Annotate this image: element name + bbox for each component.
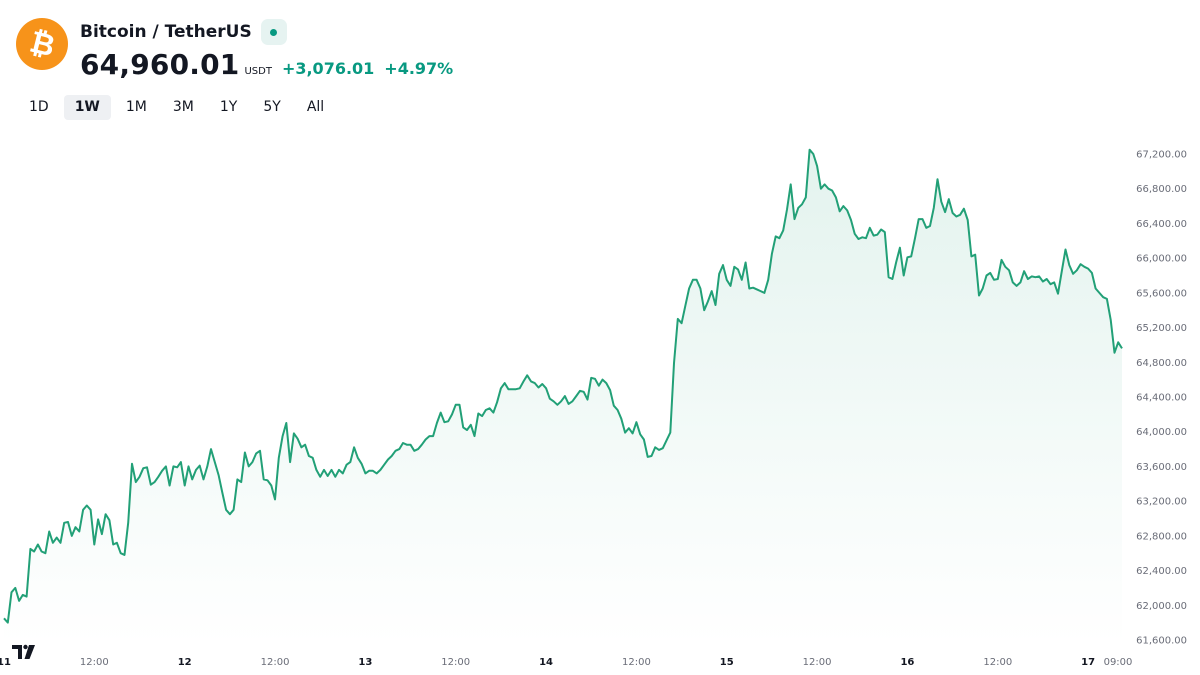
x-tick-label: 12:00 (261, 657, 290, 668)
y-tick-label: 65,200.00 (1136, 323, 1187, 334)
time-axis[interactable]: 11 12:00 12 12:00 13 12:00 14 12:00 15 12:00 16 12:… (0, 657, 1132, 668)
y-tick-label: 61,600.00 (1136, 636, 1187, 647)
x-tick-label: 17 (1081, 657, 1095, 668)
price-row: 64,960.01 USDT +3,076.01 +4.97% (80, 48, 453, 81)
tab-5y[interactable]: 5Y (263, 99, 281, 115)
x-tick-label: 12:00 (983, 657, 1012, 668)
tab-1w[interactable]: 1W (63, 95, 111, 120)
price-chart[interactable]: 67,200.00 66,800.00 66,400.00 66,000.00 65,6… (0, 120, 1200, 675)
price-axis[interactable]: 67,200.00 66,800.00 66,400.00 66,000.00 65,6… (1136, 150, 1187, 647)
bitcoin-glyph: ₿ (25, 24, 59, 64)
y-tick-label: 65,600.00 (1136, 288, 1187, 299)
tab-1m[interactable]: 1M (125, 99, 147, 115)
bitcoin-icon: ₿ (16, 18, 68, 70)
price-line (3, 148, 1123, 624)
y-tick-label: 67,200.00 (1136, 150, 1187, 161)
pair-title: Bitcoin / TetherUS (80, 22, 252, 42)
y-tick-label: 66,800.00 (1136, 184, 1187, 195)
quote-currency: USDT (244, 66, 272, 77)
tab-1d[interactable]: 1D (29, 99, 49, 115)
x-tick-label: 14 (539, 657, 553, 668)
y-tick-label: 64,800.00 (1136, 358, 1187, 369)
last-price: 64,960.01 (80, 48, 240, 81)
x-tick-label: 15 (720, 657, 734, 668)
y-tick-label: 62,400.00 (1136, 566, 1187, 577)
price-area-fill (4, 149, 1122, 644)
x-tick-label: 09:00 (1104, 657, 1133, 668)
x-tick-label: 12:00 (80, 657, 109, 668)
y-tick-label: 66,000.00 (1136, 254, 1187, 265)
y-tick-label: 62,000.00 (1136, 601, 1187, 612)
range-tabs: 1D 1W 1M 3M 1Y 5Y All (18, 95, 339, 120)
tradingview-logo-icon[interactable] (10, 639, 40, 665)
price-change-percent: +4.97% (384, 59, 454, 78)
y-tick-label: 64,000.00 (1136, 427, 1187, 438)
y-tick-label: 63,200.00 (1136, 497, 1187, 508)
price-change-absolute: +3,076.01 (281, 59, 375, 78)
x-tick-label: 12:00 (803, 657, 832, 668)
y-tick-label: 63,600.00 (1136, 462, 1187, 473)
tab-all[interactable]: All (306, 99, 325, 115)
x-tick-label: 16 (900, 657, 914, 668)
x-tick-label: 12 (178, 657, 192, 668)
x-tick-label: 11 (0, 657, 11, 668)
y-tick-label: 62,800.00 (1136, 531, 1187, 542)
market-open-dot-icon (270, 28, 278, 36)
x-tick-label: 12:00 (622, 657, 651, 668)
market-status-button[interactable] (260, 19, 287, 45)
title-row: Bitcoin / TetherUS (80, 19, 287, 45)
x-tick-label: 12:00 (441, 657, 470, 668)
tab-1y[interactable]: 1Y (219, 99, 238, 115)
y-tick-label: 66,400.00 (1136, 219, 1187, 230)
tab-3m[interactable]: 3M (172, 99, 194, 115)
x-tick-label: 13 (358, 657, 372, 668)
y-tick-label: 64,400.00 (1136, 393, 1187, 404)
